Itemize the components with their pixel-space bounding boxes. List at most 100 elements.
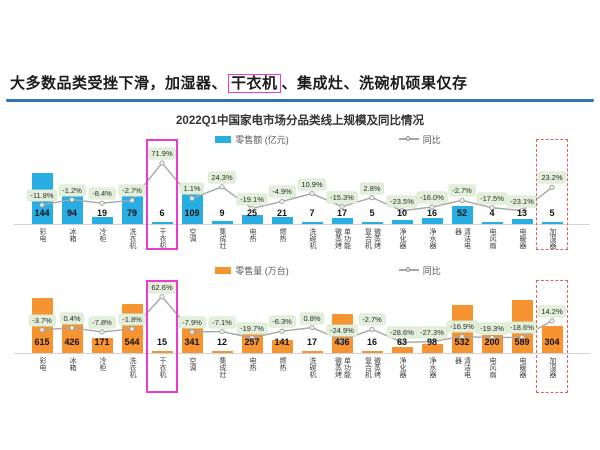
yoy-marker-洗衣机 xyxy=(129,326,135,332)
bar-value-label-微蒸烤复合机: 5 xyxy=(369,207,375,218)
yoy-badge-电热: -19.7% xyxy=(237,322,267,334)
bar-value-label-冰箱: 94 xyxy=(66,207,77,218)
yoy-marker-微蒸烤复合机 xyxy=(369,194,375,201)
yoy-badge-单功能微蒸烤: -24.9% xyxy=(327,325,357,337)
yoy-marker-清洁电器 xyxy=(459,197,465,203)
bar-value-label-微蒸烤复合机: 16 xyxy=(366,336,377,347)
bar-电热 xyxy=(241,215,263,224)
bar-value-label-电热: 25 xyxy=(246,207,257,218)
x-axis-label-净水器: 净水器 xyxy=(417,228,447,249)
retail-volume-chart: 彩电 冰箱 冷柜 洗衣机 干衣机 空调 集成灶 电热 燃热 洗碗机 微蒸烤 单功能 复合机 微蒸烤 净化器净… xyxy=(14,279,590,392)
yoy-marker-冷柜 xyxy=(99,200,105,206)
legend-item-retail-value: 零售额 (亿元) xyxy=(215,133,289,146)
x-axis-label-column: 清洁电 xyxy=(463,228,471,249)
yoy-marker-清洁电器 xyxy=(459,333,465,340)
x-axis-label-微蒸烤复合机: 复合机 微蒸烤 xyxy=(357,228,387,249)
x-axis-line xyxy=(14,353,590,354)
bar-value-label-冷柜: 171 xyxy=(94,336,110,347)
yoy-marker-加湿器 xyxy=(549,318,555,324)
headline-divider-rule xyxy=(6,99,594,102)
yoy-marker-电风扇 xyxy=(489,205,495,211)
yoy-badge-洗衣机: -1.8% xyxy=(119,313,145,325)
x-axis-label-电风扇: 电风扇 xyxy=(477,228,507,249)
yoy-marker-单功能微蒸烤 xyxy=(339,337,345,344)
x-axis-label-冰箱: 冰箱 xyxy=(57,228,87,242)
yoy-badge-清洁电器: -16.9% xyxy=(447,321,477,333)
x-axis-label-加湿器: 加湿器 xyxy=(537,357,567,378)
yoy-badge-清洁电器: -2.7% xyxy=(449,185,475,197)
bar-value-label-冰箱: 426 xyxy=(64,336,80,347)
x-axis-label-column: 加湿器 xyxy=(549,357,556,378)
bar-洗碗机 xyxy=(301,221,323,224)
yoy-marker-燃热 xyxy=(279,198,285,205)
highlight-box-加湿器 xyxy=(536,280,568,393)
bar-value-label-洗衣机: 79 xyxy=(126,207,137,218)
x-axis-label-column: 燃热 xyxy=(279,228,286,242)
x-axis-label-column: 微蒸烤 xyxy=(334,357,342,378)
x-axis-label-column: 净化器 xyxy=(399,228,406,249)
bar-value-label-电暖器: 13 xyxy=(516,207,527,218)
x-axis-label-集成灶: 集成灶 xyxy=(207,357,237,378)
bar-value-label-洗碗机: 7 xyxy=(309,207,315,218)
x-axis-label-column: 集成灶 xyxy=(219,228,226,249)
x-axis-label-净化器: 净化器 xyxy=(387,357,417,378)
bar-value-label-冷柜: 19 xyxy=(96,207,107,218)
slide-headline: 大多数品类受挫下滑，加湿器、 干衣机 、集成灶、洗碗机硕果仅存 xyxy=(10,72,468,93)
x-axis-label-清洁电器: 器清洁电 xyxy=(447,228,477,249)
yoy-badge-洗衣机: -2.7% xyxy=(119,185,145,197)
x-axis-label-column: 电热 xyxy=(249,228,256,242)
bar-value-label-净水器: 98 xyxy=(426,336,437,347)
bar-value-label-电风扇: 4 xyxy=(489,207,495,218)
x-axis-label-电暖器: 电暖器 xyxy=(507,357,537,378)
legend-label-yoy-top: 同比 xyxy=(422,134,441,145)
headline-prefix: 大多数品类受挫下滑，加湿器、 xyxy=(10,75,228,92)
yoy-marker-洗碗机 xyxy=(309,190,315,197)
legend-item-yoy-top: 同比 xyxy=(398,133,441,146)
bar-value-label-净化器: 10 xyxy=(396,207,407,218)
x-axis-label-column: 复合机 xyxy=(364,357,372,378)
x-axis-label-彩电: 彩电 xyxy=(27,228,57,242)
legend-item-yoy-bottom: 同比 xyxy=(398,264,441,277)
bar-冰箱 xyxy=(61,314,83,353)
yoy-marker-加湿器 xyxy=(549,184,555,191)
yoy-marker-燃热 xyxy=(279,328,285,334)
bar-value-label-彩电: 615 xyxy=(34,336,50,347)
x-axis-label-column: 净水器 xyxy=(429,357,436,378)
x-axis-label-column: 电热 xyxy=(249,357,256,371)
yoy-badge-净化器: -28.6% xyxy=(387,327,417,339)
bar-净化器 xyxy=(391,220,413,224)
yoy-badge-电热: -19.1% xyxy=(237,193,267,205)
x-axis-label-column: 电风扇 xyxy=(489,228,496,249)
yoy-marker-彩电 xyxy=(39,202,45,208)
yoy-marker-集成灶 xyxy=(219,328,225,335)
x-axis-label-单功能微蒸烤: 微蒸烤 单功能 xyxy=(327,228,357,249)
yoy-badge-冷柜: -7.8% xyxy=(89,316,115,328)
bar-电风扇 xyxy=(481,222,503,224)
bar-干衣机 xyxy=(151,351,173,353)
x-axis-label-column: 冷柜 xyxy=(99,357,106,371)
yoy-badge-冰箱: 0.4% xyxy=(60,312,84,324)
yoy-badge-空调: 1.1% xyxy=(180,183,204,195)
yoy-marker-洗衣机 xyxy=(129,197,135,203)
x-axis-label-column: 干衣机 xyxy=(159,357,166,378)
x-axis-label-column: 单功能 xyxy=(343,228,351,249)
bar-legend-swatch-blue xyxy=(215,135,232,143)
yoy-badge-干衣机: 71.9% xyxy=(148,148,176,160)
yoy-marker-冰箱 xyxy=(69,325,75,331)
x-axis-label-净化器: 净化器 xyxy=(387,228,417,249)
yoy-badge-燃热: -6.3% xyxy=(269,316,295,328)
line-legend-glyph xyxy=(398,136,419,141)
x-axis-label-电风扇: 电风扇 xyxy=(477,357,507,378)
headline-highlighted-term: 干衣机 xyxy=(231,75,278,92)
x-axis-label-电暖器: 电暖器 xyxy=(507,228,537,249)
yoy-badge-冷柜: -8.4% xyxy=(89,188,115,200)
bar-燃热 xyxy=(271,216,293,224)
yoy-badge-集成灶: -7.1% xyxy=(209,316,235,328)
x-axis-label-column: 电暖器 xyxy=(519,357,526,378)
yoy-marker-电暖器 xyxy=(519,207,525,214)
yoy-badge-加湿器: 23.2% xyxy=(538,172,566,184)
yoy-marker-微蒸烤复合机 xyxy=(369,326,375,332)
bar-value-label-单功能微蒸烤: 436 xyxy=(334,336,350,347)
yoy-marker-电热 xyxy=(249,335,255,341)
yoy-badge-电风扇: -19.3% xyxy=(477,322,507,334)
